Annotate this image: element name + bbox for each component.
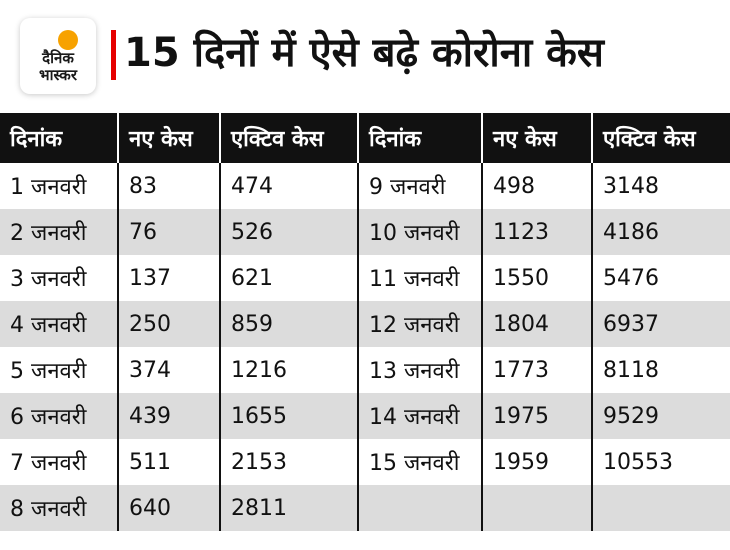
table-header-row: दिनांक नए केस एक्टिव केस दिनांक नए केस ए… — [0, 113, 730, 163]
cell-active-cases: 2153 — [219, 439, 358, 485]
cell-new-cases: 1773 — [481, 347, 592, 393]
table-row: 1 जनवरी 83 474 9 जनवरी 498 3148 — [0, 163, 730, 209]
cell-active-cases: 1655 — [219, 393, 358, 439]
cell-date: 13 जनवरी — [357, 347, 482, 393]
cell-date: 9 जनवरी — [357, 163, 482, 209]
dainik-bhaskar-logo: दैनिक भास्कर — [20, 18, 96, 94]
header-new-cases: नए केस — [481, 113, 592, 163]
cell-date: 14 जनवरी — [357, 393, 482, 439]
cell-active-cases: 8118 — [591, 347, 730, 393]
cell-date: 2 जनवरी — [10, 221, 87, 246]
cell-date: 3 जनवरी — [10, 267, 87, 292]
cell-new-cases: 439 — [117, 393, 220, 439]
logo-text-line1: दैनिक — [42, 49, 74, 67]
cell-date: 10 जनवरी — [357, 209, 482, 255]
cell-new-cases: 1975 — [481, 393, 592, 439]
cell-new-cases: 374 — [117, 347, 220, 393]
cell-date: 8 जनवरी — [10, 497, 87, 522]
title-accent-bar — [111, 30, 116, 80]
cell-active-cases: 1216 — [219, 347, 358, 393]
header-date: दिनांक — [357, 113, 482, 163]
sun-icon — [58, 30, 78, 50]
cell-date: 4 जनवरी — [10, 313, 87, 338]
cell-active-cases: 474 — [219, 163, 358, 209]
cell-date: 15 जनवरी — [357, 439, 482, 485]
table-row: 7 जनवरी 511 2153 15 जनवरी 1959 10553 — [0, 439, 730, 485]
cell-new-cases: 1959 — [481, 439, 592, 485]
cell-active-cases: 9529 — [591, 393, 730, 439]
cell-new-cases: 1123 — [481, 209, 592, 255]
cell-active-cases: 526 — [219, 209, 358, 255]
table-row: 8 जनवरी 640 2811 — [0, 485, 730, 531]
cell-new-cases: 511 — [117, 439, 220, 485]
cell-active-cases: 10553 — [591, 439, 730, 485]
cell-date: 12 जनवरी — [357, 301, 482, 347]
cell-new-cases: 640 — [117, 485, 220, 531]
cell-active-cases: 5476 — [591, 255, 730, 301]
cell-new-cases: 1550 — [481, 255, 592, 301]
covid-cases-table: दिनांक नए केस एक्टिव केस दिनांक नए केस ए… — [0, 113, 730, 531]
page-title: 15 दिनों में ऐसे बढ़े कोरोना केस — [124, 30, 604, 76]
cell-date: 1 जनवरी — [10, 175, 87, 200]
cell-new-cases: 137 — [117, 255, 220, 301]
cell-active-cases: 3148 — [591, 163, 730, 209]
table-row: 5 जनवरी 374 1216 13 जनवरी 1773 8118 — [0, 347, 730, 393]
header-new-cases: नए केस — [117, 113, 220, 163]
cell-active-cases: 621 — [219, 255, 358, 301]
cell-date: 6 जनवरी — [10, 405, 87, 430]
cell-new-cases: 83 — [117, 163, 220, 209]
cell-new-cases: 1804 — [481, 301, 592, 347]
header: दैनिक भास्कर 15 दिनों में ऐसे बढ़े कोरोन… — [0, 0, 730, 112]
table-row: 2 जनवरी 76 526 10 जनवरी 1123 4186 — [0, 209, 730, 255]
cell-new-cases: 76 — [117, 209, 220, 255]
cell-active-cases: 2811 — [219, 485, 358, 531]
cell-active-cases: 6937 — [591, 301, 730, 347]
cell-active-cases: 4186 — [591, 209, 730, 255]
table-row: 4 जनवरी 250 859 12 जनवरी 1804 6937 — [0, 301, 730, 347]
cell-active-cases: 859 — [219, 301, 358, 347]
cell-date: 11 जनवरी — [357, 255, 482, 301]
header-date: दिनांक — [10, 127, 63, 152]
header-active-cases: एक्टिव केस — [591, 113, 730, 163]
table-row: 3 जनवरी 137 621 11 जनवरी 1550 5476 — [0, 255, 730, 301]
logo-text-line2: भास्कर — [39, 66, 77, 84]
cell-date — [357, 485, 482, 531]
cell-new-cases: 498 — [481, 163, 592, 209]
cell-new-cases: 250 — [117, 301, 220, 347]
cell-active-cases — [591, 485, 730, 531]
cell-new-cases — [481, 485, 592, 531]
cell-date: 5 जनवरी — [10, 359, 87, 384]
table-row: 6 जनवरी 439 1655 14 जनवरी 1975 9529 — [0, 393, 730, 439]
header-active-cases: एक्टिव केस — [219, 113, 358, 163]
cell-date: 7 जनवरी — [10, 451, 87, 476]
